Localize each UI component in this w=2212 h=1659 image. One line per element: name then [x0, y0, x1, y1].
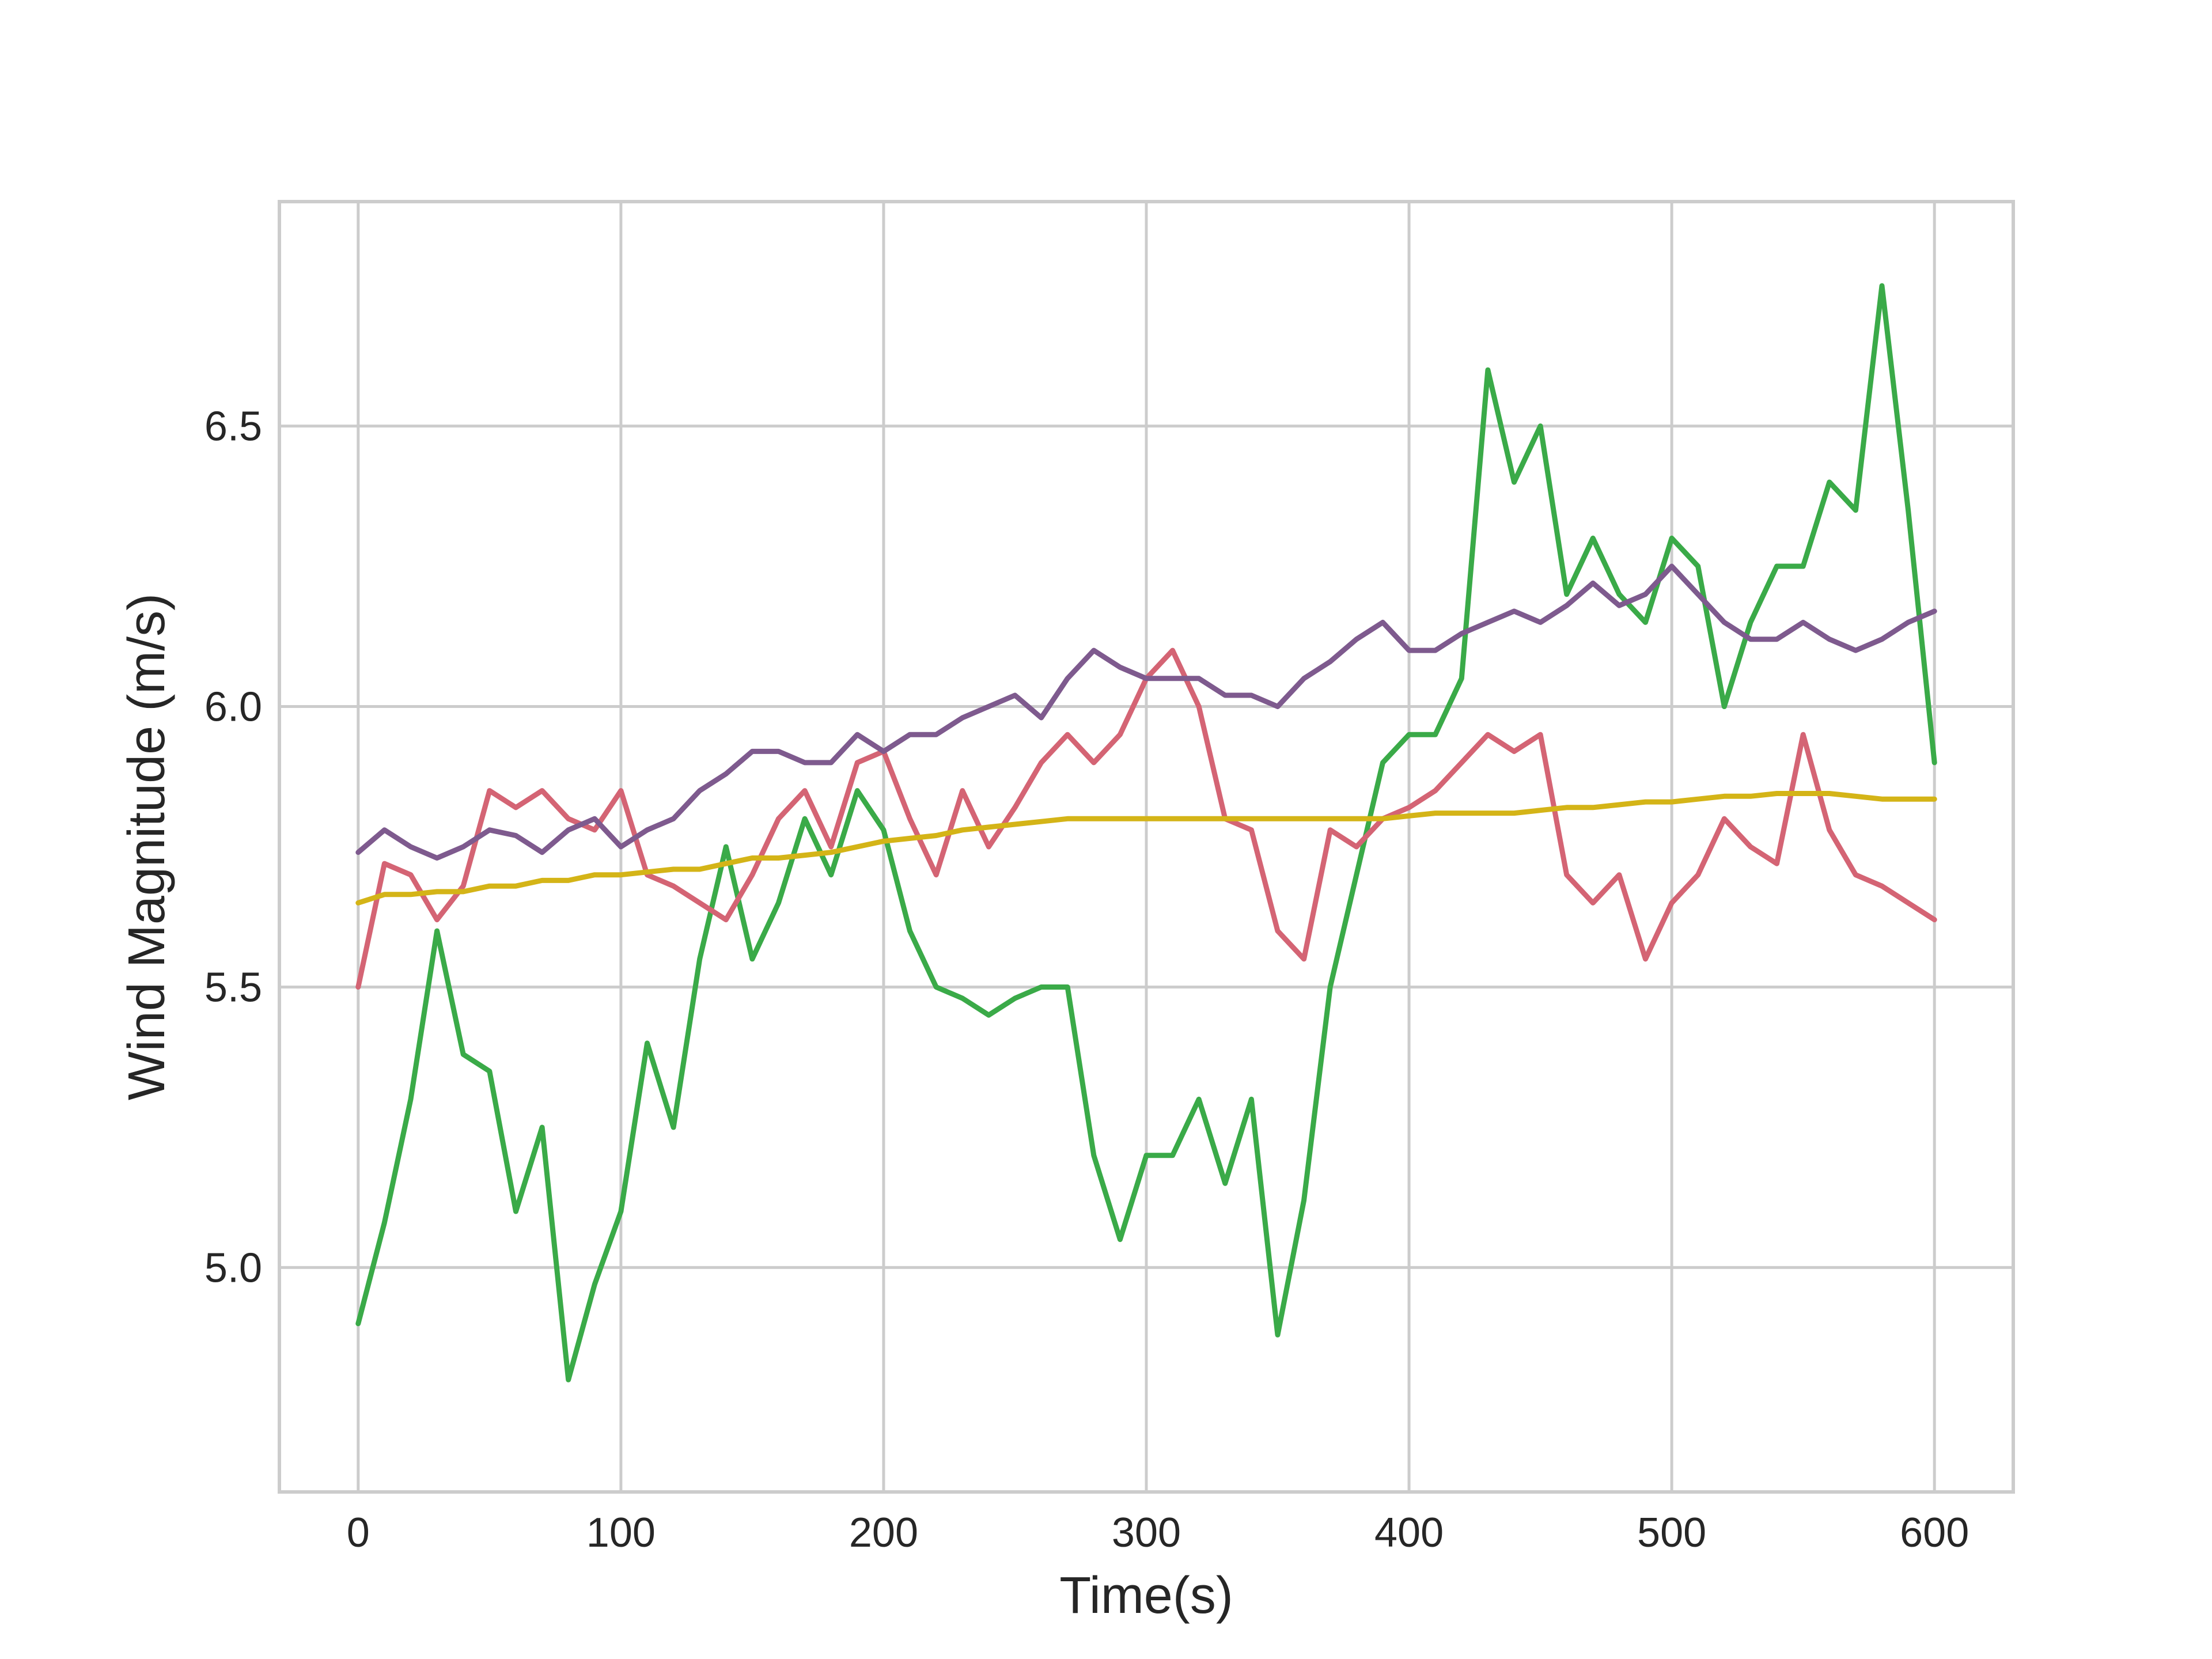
x-tick-label: 500: [1637, 1510, 1706, 1556]
x-tick-labels: 0 100 200 300 400 500 600: [347, 1510, 1969, 1556]
y-tick-label: 5.5: [204, 964, 262, 1010]
series-line-4: [355, 791, 1937, 906]
x-tick-label: 200: [849, 1510, 918, 1556]
y-tick-label: 5.0: [204, 1245, 262, 1291]
x-grid: [357, 202, 1936, 1492]
x-tick-label: 300: [1112, 1510, 1181, 1556]
x-tick-label: 0: [347, 1510, 370, 1556]
y-tick-label: 6.5: [204, 404, 262, 450]
y-tick-label: 6.0: [204, 684, 262, 730]
plot-frame: [278, 200, 2015, 1494]
series-layer: [355, 283, 1937, 1382]
x-tick-label: 600: [1900, 1510, 1969, 1556]
x-tick-label: 400: [1374, 1510, 1444, 1556]
series-line-3: [355, 563, 1937, 861]
x-tick-label: 100: [586, 1510, 656, 1556]
x-axis-label: Time(s): [1059, 1567, 1233, 1624]
y-axis-label: Wind Magnitude (m/s): [118, 593, 176, 1100]
series-line-1: [355, 283, 1937, 1382]
y-tick-labels: 5.0 5.5 6.0 6.5: [204, 404, 262, 1291]
